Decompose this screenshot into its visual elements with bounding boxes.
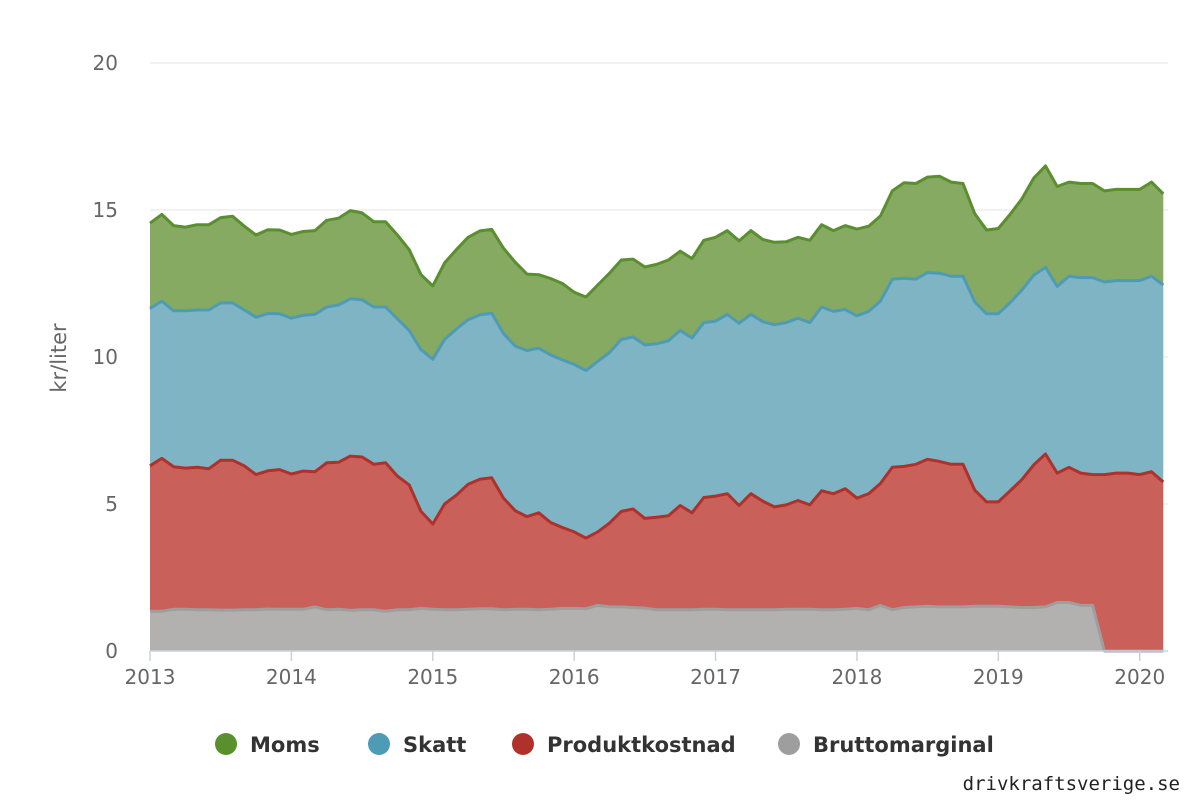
area-produktkostnad[interactable] [150,454,1164,651]
line-moms[interactable] [149,164,1165,299]
y-tick-label-15: 15 [93,198,118,222]
x-tick-label-2016: 2016 [549,665,600,689]
area-skatt[interactable] [150,267,1164,539]
legend-marker-skatt [368,733,390,755]
legend-label-skatt: Skatt [403,733,466,757]
y-tick-label-10: 10 [93,345,118,369]
area-series-layer [150,165,1164,652]
legend-marker-produktkostnad [512,733,534,755]
legend-item-skatt[interactable]: Skatt [368,733,466,757]
legend-item-produktkostnad[interactable]: Produktkostnad [512,733,736,757]
area-moms[interactable] [150,165,1164,371]
line-skatt[interactable] [149,265,1165,372]
x-tick-label-2014: 2014 [266,665,317,689]
legend-marker-moms [215,733,237,755]
legend-item-bruttomarginal[interactable]: Bruttomarginal [778,733,994,757]
x-tick-label-2017: 2017 [690,665,741,689]
line-produktkostnad[interactable] [149,452,1165,540]
line-bruttomarginal[interactable] [150,601,1164,653]
area-bruttomarginal[interactable] [150,602,1164,652]
credit-text[interactable]: drivkraftsverige.se [963,773,1180,795]
x-tick-label-2019: 2019 [973,665,1024,689]
x-tick-label-2020: 2020 [1114,665,1165,689]
series-lines-layer [149,164,1165,653]
y-tick-label-20: 20 [93,51,118,75]
legend: Moms Skatt Produktkostnad Bruttomarginal [215,733,994,757]
x-tick-label-2013: 2013 [125,665,176,689]
y-axis-title: kr/liter [47,323,71,393]
y-tick-label-0: 0 [105,639,118,663]
legend-label-bruttomarginal: Bruttomarginal [813,733,994,757]
legend-marker-bruttomarginal [778,733,800,755]
x-tick-label-2018: 2018 [831,665,882,689]
y-tick-label-5: 5 [105,492,118,516]
legend-label-produktkostnad: Produktkostnad [547,733,736,757]
legend-label-moms: Moms [250,733,320,757]
x-tick-label-2015: 2015 [407,665,458,689]
legend-item-moms[interactable]: Moms [215,733,320,757]
axes: 0 5 10 15 20 2013 2014 2015 2016 2017 2018 2019 2020 [93,51,1168,689]
